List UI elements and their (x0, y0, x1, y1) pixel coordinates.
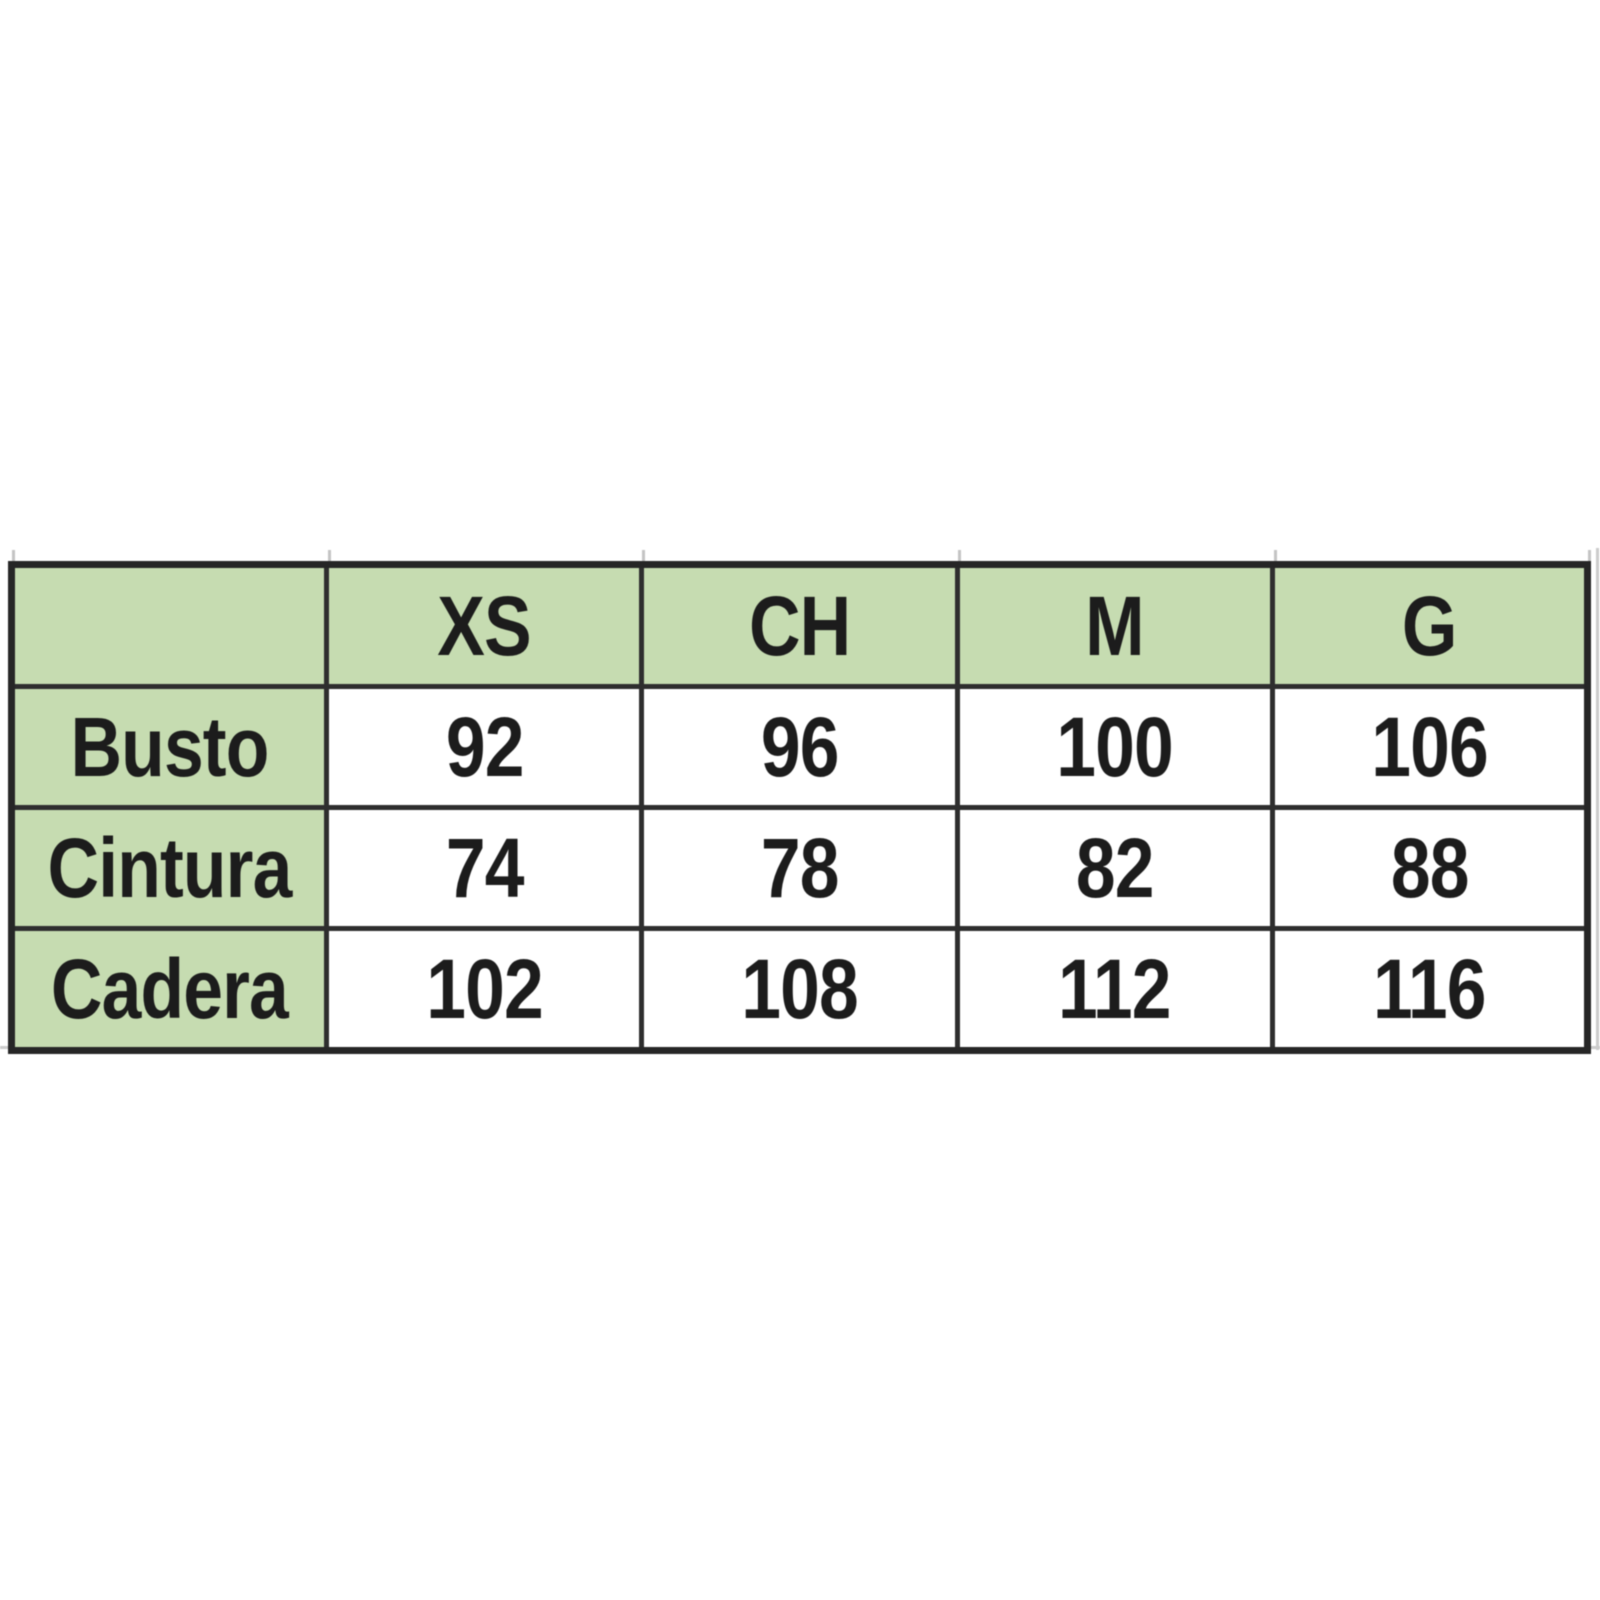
header-label: M (1085, 578, 1144, 673)
cell-value: 78 (760, 820, 840, 915)
gridline-vertical (1596, 548, 1599, 1050)
row-label: Cadera (51, 941, 289, 1036)
gridline-stub (1274, 550, 1277, 566)
size-chart-table: XS CH M G Busto 92 96 100 106 Cintura 74… (8, 561, 1591, 1054)
value-cell: 74 (324, 805, 645, 931)
row-label-cell: Busto (8, 684, 330, 810)
value-cell: 100 (954, 684, 1275, 810)
cell-value: 116 (1373, 941, 1486, 1036)
header-label: CH (748, 578, 851, 673)
cell-value: 106 (1371, 699, 1488, 794)
gridline-stub (1588, 550, 1591, 566)
gridline-stub (642, 550, 645, 566)
cell-value: 102 (425, 941, 543, 1036)
cell-value: 92 (445, 699, 524, 794)
header-label: XS (437, 578, 532, 673)
row-label-cell: Cadera (8, 926, 330, 1053)
value-cell: 102 (324, 926, 645, 1053)
header-cell-empty (8, 562, 330, 689)
header-label: G (1402, 578, 1458, 673)
cell-value: 74 (445, 820, 524, 915)
value-cell: 116 (1269, 926, 1591, 1053)
value-cell: 108 (639, 926, 960, 1053)
cell-value: 112 (1058, 941, 1171, 1036)
value-cell: 78 (639, 805, 960, 931)
row-label: Busto (70, 699, 270, 794)
table-row-busto: Busto 92 96 100 106 (8, 684, 1591, 810)
value-cell: 82 (954, 805, 1275, 931)
cell-value: 100 (1056, 699, 1173, 794)
header-cell-ch: CH (639, 562, 960, 689)
row-label: Cintura (47, 820, 293, 915)
cell-value: 82 (1075, 820, 1155, 915)
table-row-cintura: Cintura 74 78 82 88 (8, 805, 1591, 931)
cell-value: 88 (1390, 820, 1470, 915)
cell-value: 96 (760, 699, 840, 794)
value-cell: 112 (954, 926, 1275, 1053)
header-cell-xs: XS (324, 562, 645, 689)
gridline-stub (958, 550, 961, 566)
gridline-stub (12, 550, 15, 566)
row-label-cell: Cintura (8, 805, 330, 931)
value-cell: 106 (1269, 684, 1591, 810)
gridline-stub (328, 550, 331, 566)
value-cell: 92 (324, 684, 645, 810)
value-cell: 96 (639, 684, 960, 810)
table-row-cadera: Cadera 102 108 112 116 (8, 926, 1591, 1053)
header-cell-g: G (1269, 562, 1591, 689)
header-row: XS CH M G (8, 562, 1591, 689)
cell-value: 108 (741, 941, 858, 1036)
value-cell: 88 (1269, 805, 1591, 931)
header-cell-m: M (954, 562, 1275, 689)
